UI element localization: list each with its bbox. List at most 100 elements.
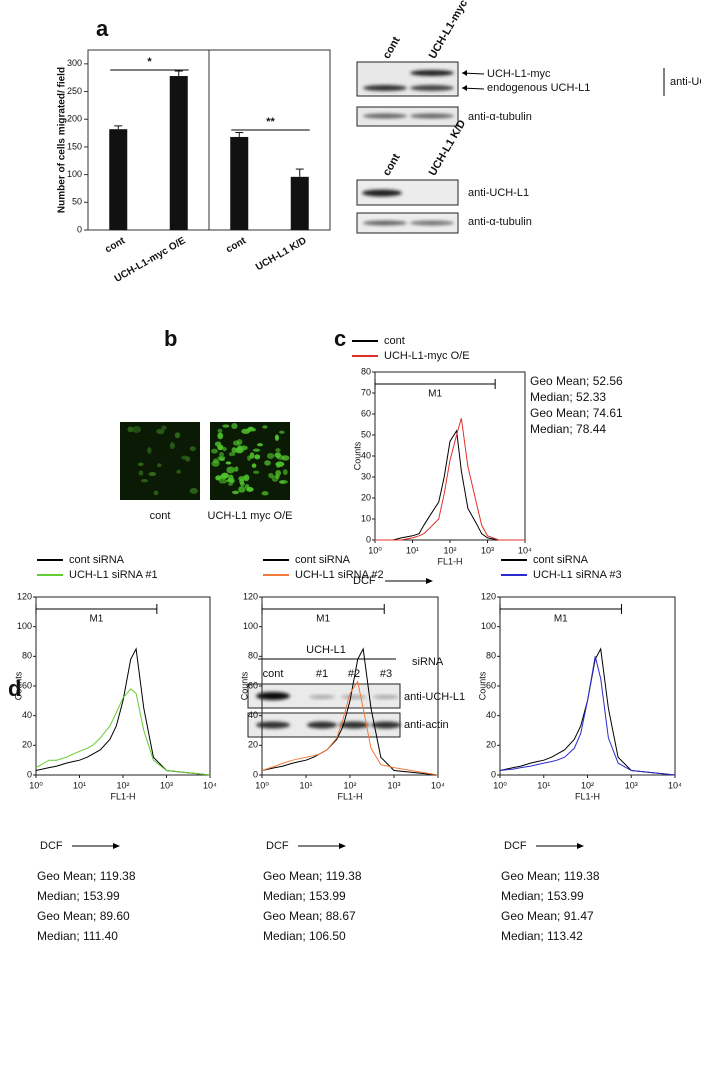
panel-label: a (96, 16, 109, 41)
x-tick-label: cont (103, 235, 127, 255)
y-tick-label: 20 (22, 740, 32, 750)
western-blot: UCH-L1 cont #1 #2 #3 siRNA anti-UCH-L1 a… (247, 644, 465, 738)
x-tick-label: 10⁴ (518, 545, 532, 555)
cell (218, 452, 225, 457)
stat-text: Geo Mean; 119.38 (263, 869, 362, 883)
y-tick-label: 120 (243, 591, 258, 601)
stat-text: Geo Mean; 89.60 (37, 909, 130, 923)
cell (217, 456, 226, 460)
cell (137, 462, 144, 467)
cell (275, 448, 281, 453)
x-tick-label: cont (224, 235, 248, 255)
cell (217, 432, 224, 440)
lane-label: UCH-L1-myc O/E (427, 0, 481, 61)
y-axis-label: Counts (13, 671, 23, 700)
axis-note: DCF (353, 575, 376, 587)
x-tick-label: 10³ (625, 780, 638, 790)
y-tick-label: 0 (27, 769, 32, 779)
western-blot: cont UCH-L1-myc O/E UCH-L1-myc endogenou… (356, 0, 701, 127)
y-axis-label: Counts (239, 671, 249, 700)
y-tick-label: 100 (481, 621, 496, 631)
stat-text: Geo Mean; 52.56 (530, 374, 623, 388)
y-tick-label: 300 (67, 58, 82, 68)
y-tick-label: 20 (361, 492, 371, 502)
band (410, 70, 454, 76)
antibody-label: anti-actin (404, 719, 449, 731)
cell (169, 442, 175, 450)
band (373, 695, 399, 699)
y-tick-label: 30 (361, 471, 371, 481)
cell (217, 428, 223, 433)
cell (238, 486, 246, 493)
legend-label: UCH-L1-myc O/E (384, 350, 470, 362)
y-tick-label: 50 (72, 197, 82, 207)
cell (231, 423, 238, 429)
x-tick-label: 10² (343, 780, 356, 790)
stat-text: Median; 106.50 (263, 929, 346, 943)
y-tick-label: 50 (361, 429, 371, 439)
y-tick-label: 40 (22, 710, 32, 720)
stat-text: Median; 52.33 (530, 390, 606, 404)
lane-title: siRNA (412, 656, 444, 668)
plot-frame (499, 596, 676, 776)
histogram-curve (499, 656, 676, 776)
cell (222, 424, 230, 428)
x-tick-label: 10³ (481, 545, 494, 555)
x-tick-label: UCH-L1 K/D (254, 235, 309, 273)
band (256, 692, 290, 700)
y-tick-label: 0 (253, 769, 258, 779)
y-tick-label: 20 (248, 740, 258, 750)
x-tick-label: 10⁰ (29, 780, 43, 790)
band-label: UCH-L1-myc (487, 68, 551, 80)
y-tick-label: 100 (243, 621, 258, 631)
significance-label: * (147, 56, 152, 68)
cell (127, 426, 134, 433)
antibody-label: anti-UCH-L1 (670, 76, 701, 88)
y-tick-label: 10 (361, 513, 371, 523)
band (371, 721, 401, 729)
cell (211, 448, 218, 454)
stat-text: Median; 111.40 (37, 929, 118, 943)
cell (254, 454, 261, 460)
band (309, 695, 335, 699)
band (339, 721, 369, 729)
gate-label: M1 (428, 389, 442, 400)
bar (169, 76, 188, 231)
cell (147, 447, 152, 454)
x-axis-label: FL1-H (575, 791, 600, 801)
y-axis-label: Counts (352, 441, 362, 470)
cell (232, 440, 240, 446)
cell (279, 479, 288, 484)
cell (148, 471, 157, 477)
gate-label: M1 (89, 614, 103, 625)
stat-text: Geo Mean; 88.67 (263, 909, 356, 923)
blot-frame (356, 212, 459, 234)
cell (271, 475, 279, 482)
stat-text: Median; 153.99 (501, 889, 584, 903)
cell (247, 455, 252, 461)
band (307, 721, 337, 729)
cell (226, 478, 234, 483)
band (410, 220, 454, 226)
x-tick-label: 10³ (160, 780, 173, 790)
lane-label: cont (381, 35, 403, 61)
antibody-label: anti-UCH-L1 (404, 691, 465, 703)
cell (161, 425, 167, 430)
cell (226, 466, 235, 474)
x-tick-label: 10¹ (406, 545, 419, 555)
band (410, 113, 454, 119)
histogram-curve (35, 688, 211, 776)
y-tick-label: 0 (491, 769, 496, 779)
cell (251, 463, 257, 468)
lane-label: cont (263, 668, 284, 680)
y-tick-label: 0 (366, 534, 371, 544)
y-tick-label: 120 (17, 591, 32, 601)
y-tick-label: 80 (361, 366, 371, 376)
x-tick-label: 10⁴ (668, 780, 682, 790)
band (256, 721, 290, 729)
group-label: UCH-L1 (306, 644, 346, 656)
cell (176, 469, 181, 474)
cell (138, 470, 144, 476)
cell (140, 479, 149, 483)
